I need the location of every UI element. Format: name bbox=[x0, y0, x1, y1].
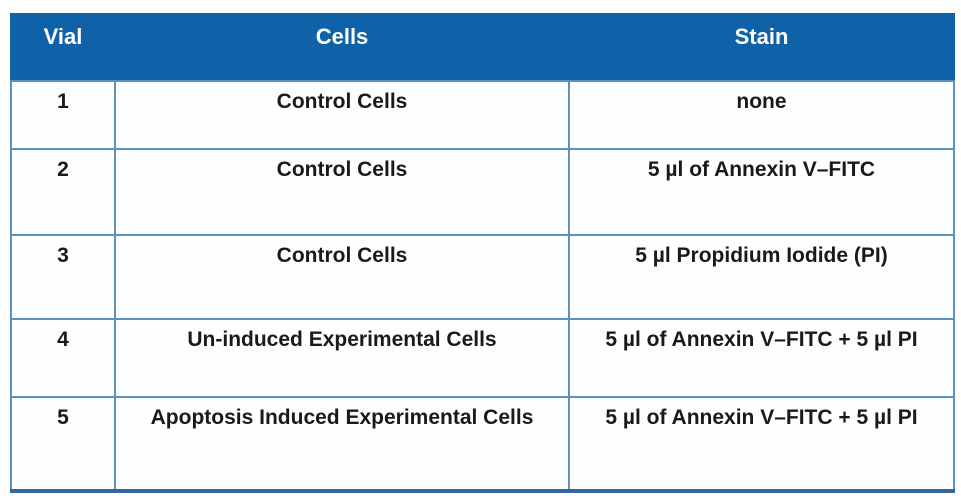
table-row: 4 Un-induced Experimental Cells 5 µl of … bbox=[10, 318, 955, 398]
table-row: 1 Control Cells none bbox=[10, 80, 955, 150]
cell-cells: Control Cells bbox=[114, 148, 570, 236]
cell-vial: 1 bbox=[10, 80, 116, 150]
header-cell-cells: Cells bbox=[114, 13, 570, 82]
cell-vial: 5 bbox=[10, 396, 116, 492]
table-row: 2 Control Cells 5 µl of Annexin V–FITC bbox=[10, 148, 955, 236]
cell-vial: 3 bbox=[10, 234, 116, 320]
cell-vial: 4 bbox=[10, 318, 116, 398]
table-row: 3 Control Cells 5 µl Propidium Iodide (P… bbox=[10, 234, 955, 320]
header-cell-vial: Vial bbox=[10, 13, 116, 82]
cell-stain: 5 µl of Annexin V–FITC + 5 µl PI bbox=[568, 318, 955, 398]
table-row: 5 Apoptosis Induced Experimental Cells 5… bbox=[10, 396, 955, 492]
cell-cells: Apoptosis Induced Experimental Cells bbox=[114, 396, 570, 492]
cell-cells: Control Cells bbox=[114, 234, 570, 320]
cell-stain: 5 µl Propidium Iodide (PI) bbox=[568, 234, 955, 320]
header-cell-stain: Stain bbox=[568, 13, 955, 82]
cell-cells: Un-induced Experimental Cells bbox=[114, 318, 570, 398]
cell-cells: Control Cells bbox=[114, 80, 570, 150]
staining-protocol-table: Vial Cells Stain 1 Control Cells none 2 … bbox=[10, 13, 955, 493]
cell-stain: 5 µl of Annexin V–FITC + 5 µl PI bbox=[568, 396, 955, 492]
table-header-row: Vial Cells Stain bbox=[10, 13, 955, 82]
cell-stain: 5 µl of Annexin V–FITC bbox=[568, 148, 955, 236]
cell-stain: none bbox=[568, 80, 955, 150]
cell-vial: 2 bbox=[10, 148, 116, 236]
